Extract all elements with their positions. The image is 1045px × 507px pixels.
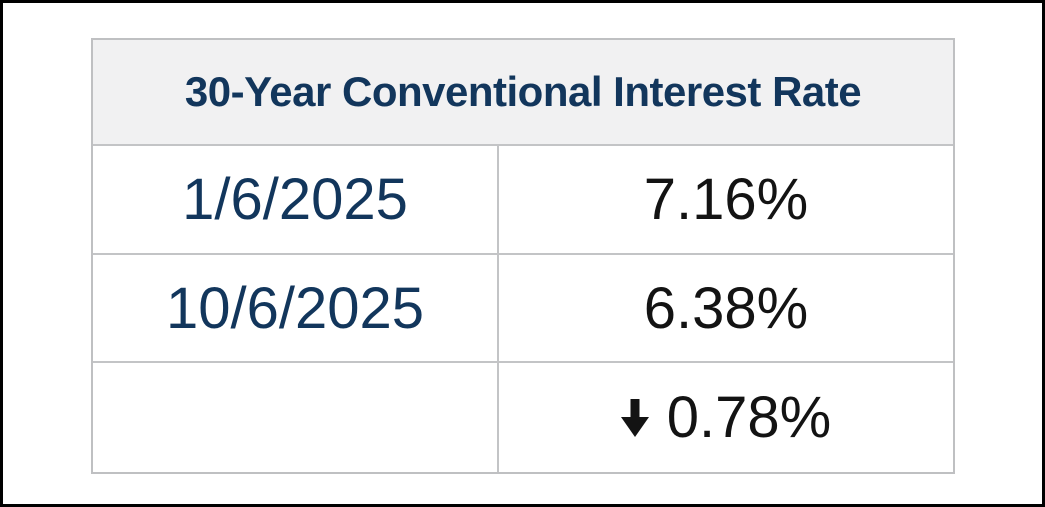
rate-change-cell: 0.78% (499, 363, 953, 472)
rate-cell-row1: 7.16% (499, 146, 953, 255)
down-arrow-icon (620, 398, 649, 437)
rate-cell-row2: 6.38% (499, 255, 953, 363)
date-cell-row1: 1/6/2025 (93, 146, 499, 255)
date-cell-row2: 10/6/2025 (93, 255, 499, 363)
rate-change-value: 0.78% (666, 385, 832, 450)
table-title: 30-Year Conventional Interest Rate (93, 40, 953, 146)
interest-rate-table: 30-Year Conventional Interest Rate 1/6/2… (91, 38, 955, 474)
empty-cell-row3 (93, 363, 499, 472)
